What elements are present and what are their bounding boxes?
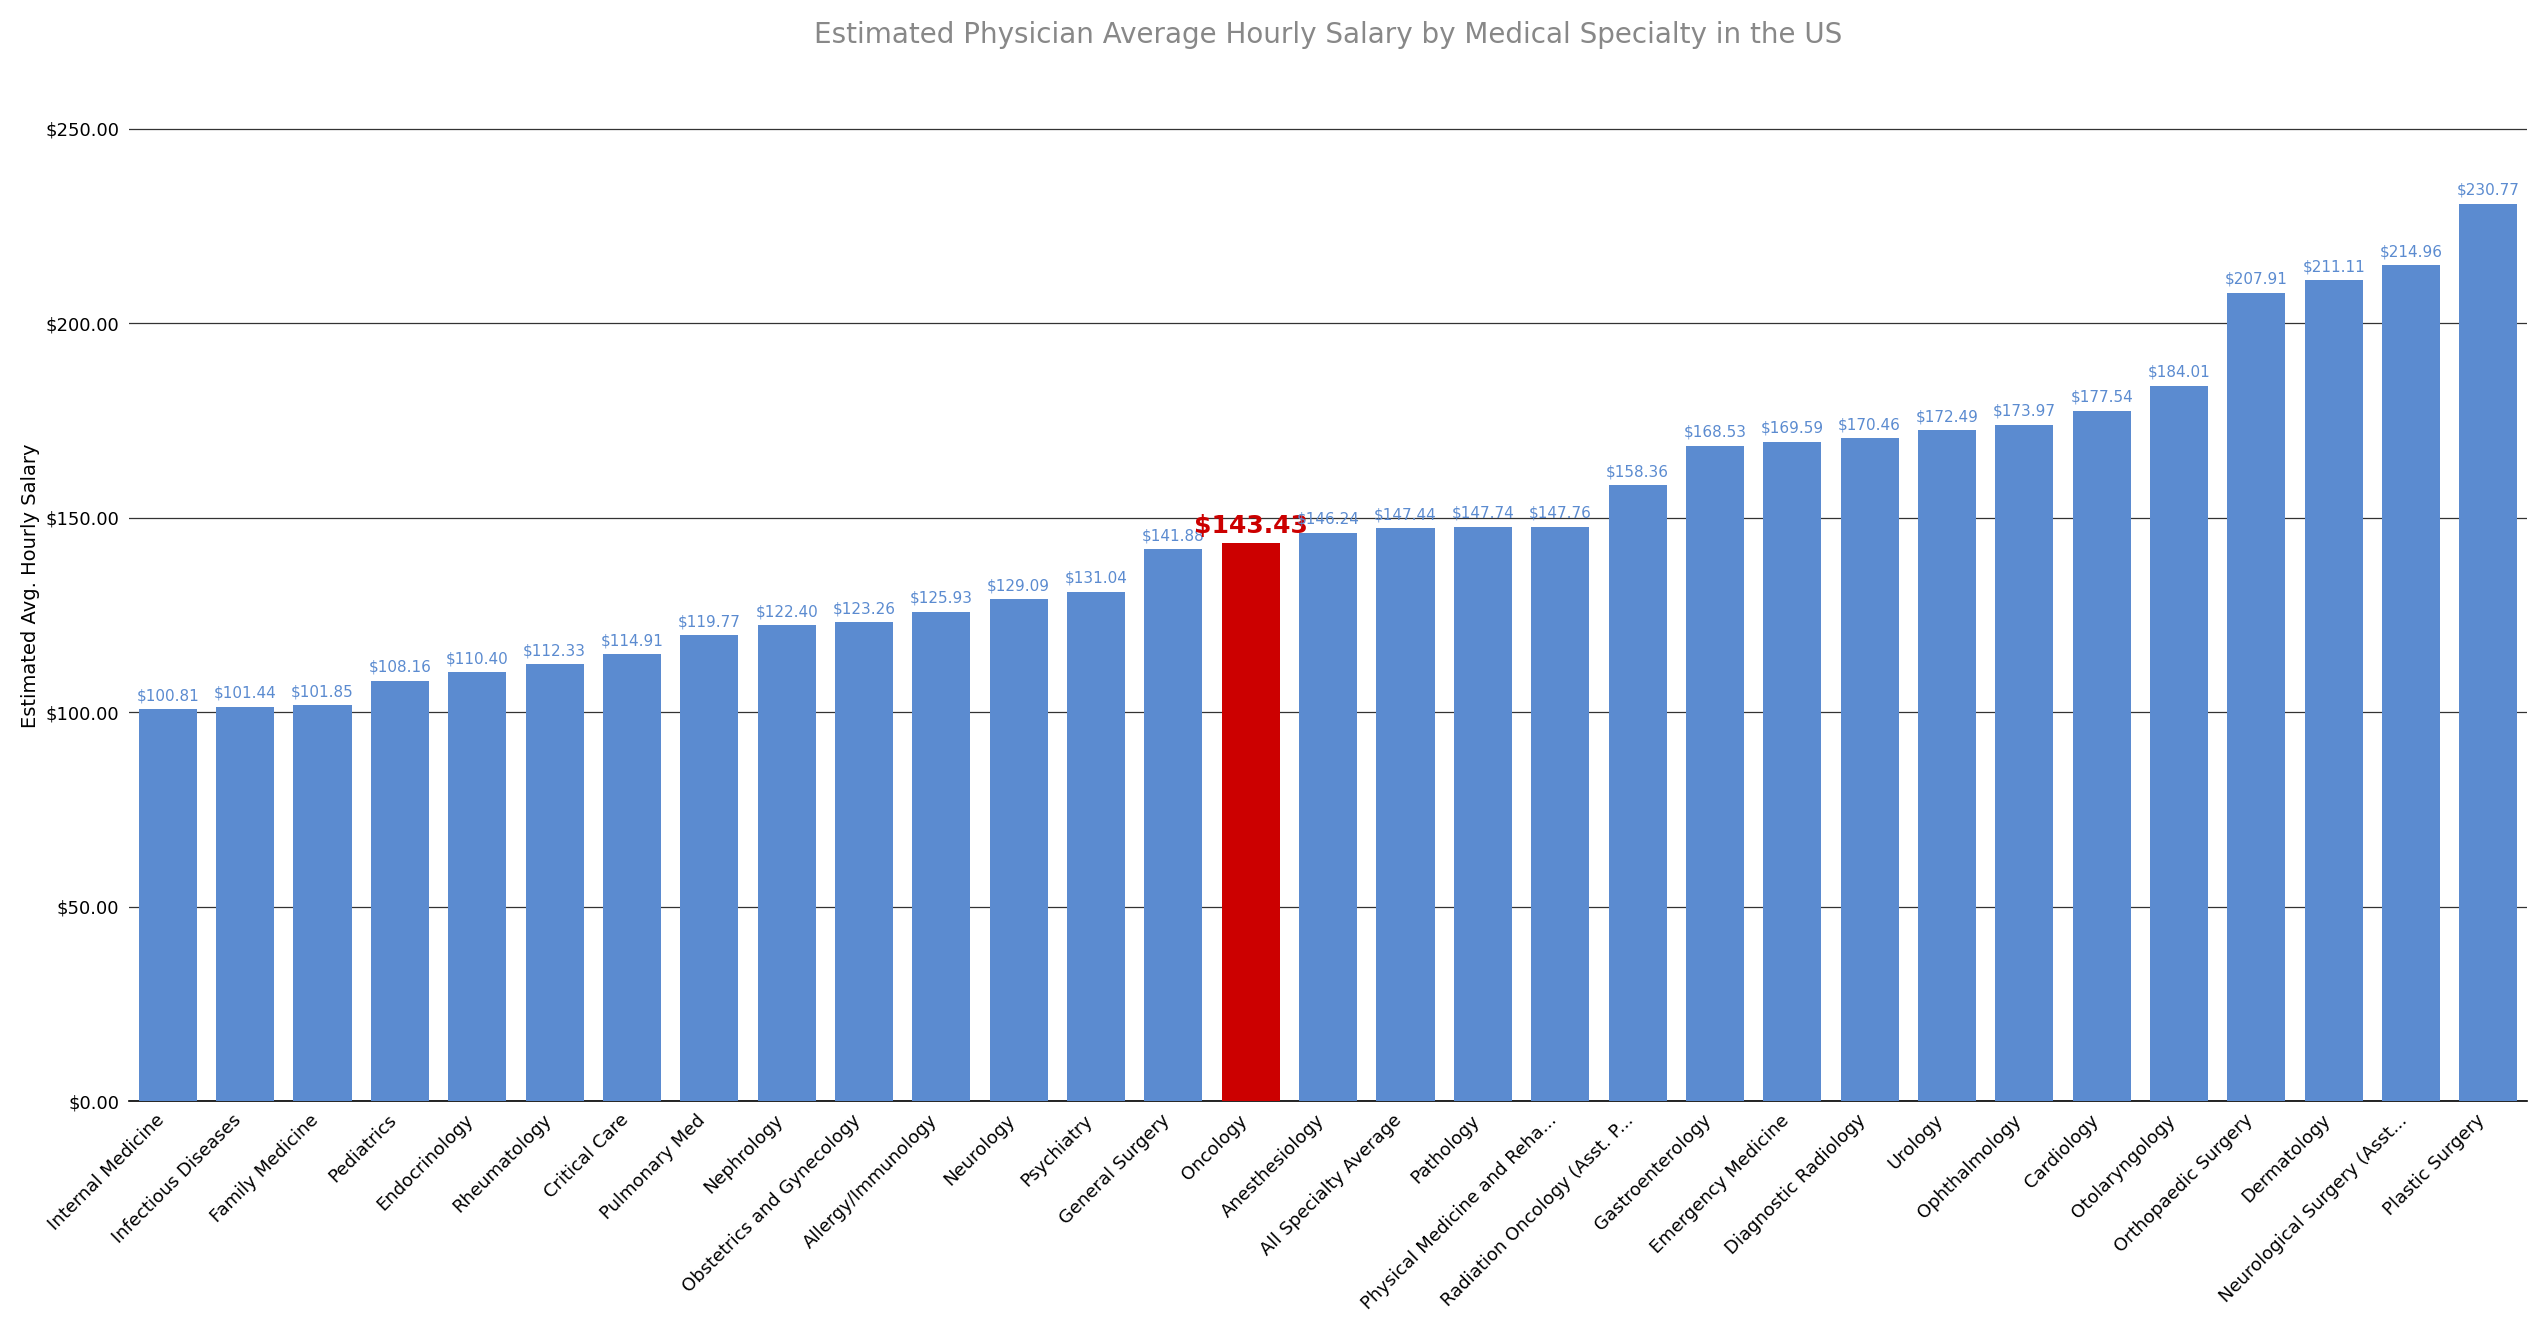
Text: $211.11: $211.11 [2303, 259, 2365, 275]
Text: $123.26: $123.26 [833, 602, 894, 616]
Bar [1376, 528, 1435, 1102]
Text: $141.88: $141.88 [1142, 528, 1205, 544]
Bar [2227, 292, 2286, 1102]
Bar [1919, 431, 1977, 1102]
Bar [1608, 486, 1666, 1102]
Bar [1531, 527, 1590, 1102]
Text: $147.76: $147.76 [1529, 506, 1592, 520]
Text: $108.16: $108.16 [369, 660, 431, 675]
Bar [1223, 543, 1279, 1102]
Bar [836, 622, 892, 1102]
Y-axis label: Estimated Avg. Hourly Salary: Estimated Avg. Hourly Salary [20, 444, 41, 728]
Bar [1299, 532, 1358, 1102]
Text: $125.93: $125.93 [910, 591, 973, 606]
Bar [989, 599, 1047, 1102]
Text: $170.46: $170.46 [1837, 418, 1901, 432]
Bar [1068, 592, 1126, 1102]
Bar [2459, 204, 2517, 1102]
Bar [217, 707, 275, 1102]
Bar [1763, 442, 1822, 1102]
Text: $146.24: $146.24 [1297, 512, 1361, 527]
Bar [1840, 439, 1898, 1102]
Bar [757, 626, 815, 1102]
Text: $169.59: $169.59 [1761, 420, 1824, 436]
Text: $119.77: $119.77 [678, 615, 741, 630]
Text: $131.04: $131.04 [1065, 571, 1129, 586]
Bar [912, 611, 971, 1102]
Text: $129.09: $129.09 [986, 579, 1050, 594]
Text: $114.91: $114.91 [601, 634, 662, 648]
Text: $122.40: $122.40 [754, 604, 818, 619]
Text: $184.01: $184.01 [2148, 364, 2212, 380]
Text: $173.97: $173.97 [1993, 404, 2056, 419]
Text: $214.96: $214.96 [2380, 244, 2444, 259]
Text: $110.40: $110.40 [446, 651, 510, 666]
Bar [525, 664, 583, 1102]
Text: $147.74: $147.74 [1452, 506, 1514, 520]
Bar [138, 710, 196, 1102]
Bar [1995, 424, 2054, 1102]
Text: $168.53: $168.53 [1684, 426, 1745, 440]
Text: $207.91: $207.91 [2224, 272, 2288, 287]
Text: $147.44: $147.44 [1373, 507, 1437, 522]
Text: $177.54: $177.54 [2072, 390, 2133, 406]
Bar [1144, 550, 1203, 1102]
Bar [2306, 280, 2362, 1102]
Bar [1455, 527, 1511, 1102]
Text: $112.33: $112.33 [522, 643, 586, 659]
Bar [2072, 411, 2130, 1102]
Text: $143.43: $143.43 [1195, 514, 1307, 538]
Title: Estimated Physician Average Hourly Salary by Medical Specialty in the US: Estimated Physician Average Hourly Salar… [813, 21, 1842, 49]
Text: $172.49: $172.49 [1916, 410, 1977, 424]
Bar [293, 706, 352, 1102]
Bar [2382, 265, 2441, 1102]
Bar [680, 635, 739, 1102]
Text: $230.77: $230.77 [2456, 183, 2520, 197]
Bar [448, 672, 507, 1102]
Text: $101.44: $101.44 [214, 686, 278, 700]
Bar [1687, 446, 1743, 1102]
Text: $158.36: $158.36 [1605, 464, 1669, 479]
Text: $101.85: $101.85 [290, 684, 354, 699]
Bar [604, 655, 660, 1102]
Text: $100.81: $100.81 [138, 688, 199, 703]
Bar [372, 680, 428, 1102]
Bar [2151, 386, 2209, 1102]
